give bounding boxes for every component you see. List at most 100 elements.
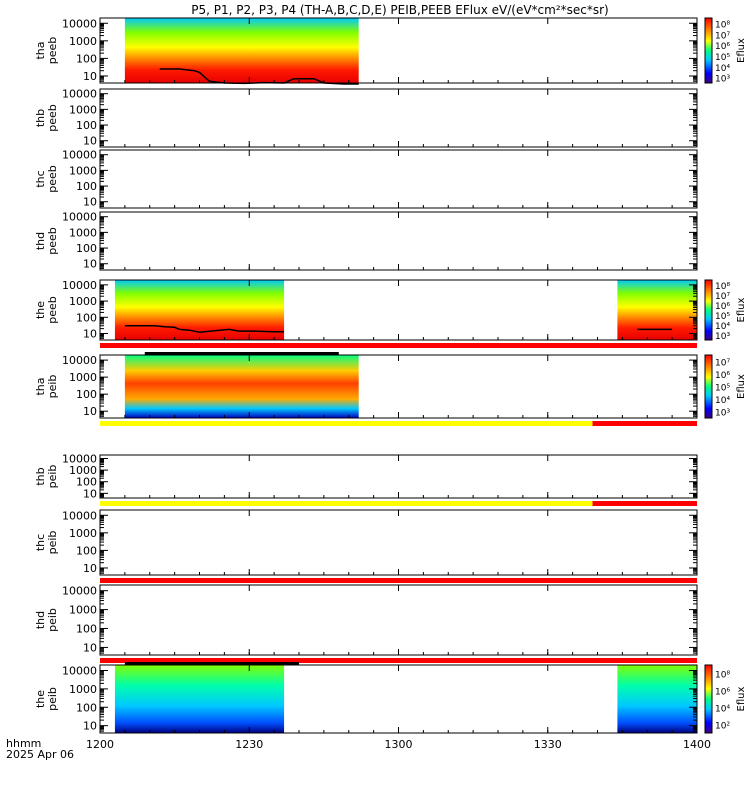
y-tick-label: 1000 <box>69 683 97 696</box>
panel-label-probe: thc <box>34 534 47 551</box>
status-bar <box>100 421 593 426</box>
status-bar <box>100 658 697 663</box>
y-tick-label: 1000 <box>69 604 97 617</box>
y-tick-label: 10000 <box>62 585 97 598</box>
panel-5: 10 100 1000 10000 tha peib 10³ 10⁴ 10⁵ 10⁶ 10⁷ Eflu… <box>34 352 747 426</box>
panel-label-product: peib <box>46 531 59 555</box>
spectrogram-segment <box>124 355 359 418</box>
y-tick-label: 10 <box>83 258 97 271</box>
spectrogram-segment <box>114 280 285 340</box>
status-bar <box>100 343 697 348</box>
panel-label-product: peeb <box>46 104 59 132</box>
y-tick-label: 10000 <box>62 211 97 224</box>
panel-frame <box>99 509 698 576</box>
spectrogram-segment <box>617 280 697 340</box>
panel-label-probe: thb <box>34 109 47 127</box>
y-tick-label: 1000 <box>69 226 97 239</box>
y-tick-label: 10 <box>83 641 97 654</box>
y-tick-label: 100 <box>76 476 97 489</box>
status-bar <box>592 501 697 506</box>
panel-3: 10 100 1000 10000 thd peeb <box>34 211 698 271</box>
x-tick-label: 1330 <box>534 738 562 751</box>
y-tick-label: 10 <box>83 135 97 148</box>
colorbar-tick-label: 10⁷ <box>715 31 730 41</box>
y-tick-label: 100 <box>76 544 97 557</box>
colorbar-tick-label: 10⁶ <box>715 688 730 698</box>
colorbar-tick-label: 10⁵ <box>715 312 730 322</box>
colorbar-tick-label: 10⁸ <box>715 20 730 30</box>
panel-frame <box>99 211 698 271</box>
panel-label-probe: thc <box>34 170 47 187</box>
panel-label-product: peib <box>46 375 59 399</box>
y-tick-label: 100 <box>76 119 97 132</box>
panel-label-probe: the <box>34 301 47 319</box>
spectrogram-segment <box>617 665 697 733</box>
panel-label-product: peeb <box>46 227 59 255</box>
y-tick-label: 1000 <box>69 371 97 384</box>
panel-label-probe: tha <box>34 41 47 59</box>
colorbar-tick-label: 10⁷ <box>715 292 730 302</box>
x-tick-label: 1400 <box>683 738 711 751</box>
y-tick-label: 10 <box>83 405 97 418</box>
status-bar <box>144 352 339 355</box>
spectrogram-segment <box>124 18 359 83</box>
x-tick-label: 1230 <box>235 738 263 751</box>
y-tick-label: 10000 <box>62 509 97 522</box>
y-tick-label: 10000 <box>62 665 97 678</box>
panel-label-product: peeb <box>46 296 59 324</box>
y-tick-label: 1000 <box>69 164 97 177</box>
panel-label-probe: thd <box>34 611 47 629</box>
panel-label-product: peib <box>46 465 59 489</box>
colorbar-tick-label: 10³ <box>715 332 730 342</box>
y-tick-label: 100 <box>76 701 97 714</box>
y-tick-label: 100 <box>76 623 97 636</box>
y-tick-label: 1000 <box>69 295 97 308</box>
colorbar-tick-label: 10² <box>715 722 730 732</box>
y-tick-label: 10000 <box>62 17 97 30</box>
panel-7: 10 100 1000 10000 thc peib <box>34 509 698 583</box>
y-tick-label: 10 <box>83 562 97 575</box>
panel-9: 10 100 1000 10000 the peib 10² 10⁴ 10⁶ 10⁸ Eflux <box>34 662 747 734</box>
panel-label-product: peeb <box>46 165 59 193</box>
panel-2: 10 100 1000 10000 thc peeb <box>34 149 698 209</box>
x-tick-label: 1300 <box>385 738 413 751</box>
status-bar <box>100 501 593 506</box>
colorbar-tick-label: 10³ <box>715 75 730 85</box>
panel-label-probe: the <box>34 690 47 708</box>
panel-frame <box>99 454 698 499</box>
panel-label-probe: thd <box>34 232 47 250</box>
y-tick-label: 10000 <box>62 354 97 367</box>
x-axis-label: hhmm <box>6 737 41 750</box>
colorbar-tick-label: 10⁴ <box>715 64 730 74</box>
status-bar <box>100 578 697 583</box>
colorbar-tick-label: 10⁴ <box>715 322 730 332</box>
status-bar <box>592 421 697 426</box>
y-tick-label: 10 <box>83 328 97 341</box>
colorbar-label: Eflux <box>736 686 747 711</box>
panel-label-product: peib <box>46 687 59 711</box>
colorbar-tick-label: 10⁴ <box>715 396 730 406</box>
colorbar-tick-label: 10³ <box>715 409 730 419</box>
y-tick-label: 10 <box>83 196 97 209</box>
panel-1: 10 100 1000 10000 thb peeb <box>34 88 698 148</box>
panel-label-product: peeb <box>46 37 59 65</box>
figure-title: P5, P1, P2, P3, P4 (TH-A,B,C,D,E) PEIB,P… <box>191 3 608 17</box>
spectrogram-segment <box>114 665 285 733</box>
colorbar <box>704 664 713 734</box>
y-tick-label: 10 <box>83 487 97 500</box>
y-tick-label: 100 <box>76 242 97 255</box>
panel-label-probe: thb <box>34 467 47 485</box>
y-tick-label: 10000 <box>62 452 97 465</box>
y-tick-label: 10 <box>83 720 97 733</box>
y-tick-label: 1000 <box>69 527 97 540</box>
colorbar-tick-label: 10⁵ <box>715 53 730 63</box>
colorbar-tick-label: 10⁸ <box>715 671 730 681</box>
panel-8: 10 100 1000 10000 thd peib <box>34 584 698 663</box>
panel-frame <box>99 149 698 209</box>
y-tick-label: 1000 <box>69 464 97 477</box>
